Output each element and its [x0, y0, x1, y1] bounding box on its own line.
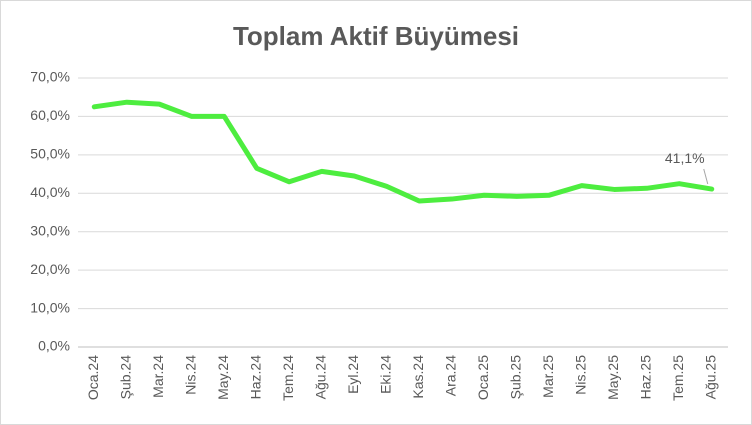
x-tick-label: Nis.25 — [572, 355, 588, 395]
x-tick-label: Eki.24 — [377, 355, 393, 394]
x-tick-label: Tem.25 — [670, 355, 686, 401]
data-label: 41,1% — [665, 150, 705, 166]
x-tick-label: Haz.24 — [247, 355, 263, 400]
x-tick-label: Oca.24 — [85, 355, 101, 400]
x-tick-label: Kas.24 — [410, 355, 426, 399]
x-tick-label: Ağu.24 — [312, 355, 328, 400]
y-tick-label: 60,0% — [30, 107, 70, 123]
y-tick-label: 30,0% — [30, 222, 70, 238]
x-tick-label: Ağu.25 — [702, 355, 718, 400]
x-tick-label: May.25 — [605, 355, 621, 400]
line-series — [91, 99, 715, 204]
x-tick-label: Mar.25 — [540, 355, 556, 398]
x-tick-label: Nis.24 — [182, 355, 198, 395]
x-tick-label: Şub.24 — [117, 355, 133, 400]
x-tick-label: May.24 — [215, 355, 231, 400]
x-tick-label: Haz.25 — [637, 355, 653, 400]
leader-line — [703, 168, 709, 185]
y-tick-label: 0,0% — [38, 338, 70, 354]
y-tick-label: 40,0% — [30, 184, 70, 200]
y-tick-label: 50,0% — [30, 146, 70, 162]
x-tick-label: Ara.24 — [442, 355, 458, 396]
x-tick-label: Şub.25 — [507, 355, 523, 400]
y-tick-label: 10,0% — [30, 299, 70, 315]
x-tick-label: Oca.25 — [475, 355, 491, 400]
x-tick-label: Tem.24 — [280, 355, 296, 401]
x-tick-label: Mar.24 — [150, 355, 166, 398]
y-tick-label: 20,0% — [30, 261, 70, 277]
x-tick-label: Eyl.24 — [345, 355, 361, 394]
chart-title: Toplam Aktif Büyümesi — [233, 21, 519, 51]
y-tick-label: 70,0% — [30, 69, 70, 85]
